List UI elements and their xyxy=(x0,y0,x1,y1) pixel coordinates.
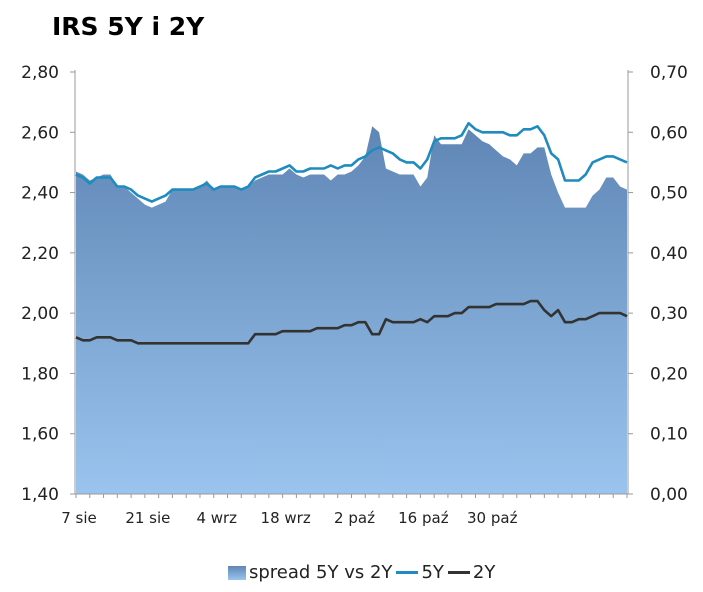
series-line-5y xyxy=(75,121,628,203)
x-tick-label: 30 paź xyxy=(467,509,518,527)
right-tick-label: 0,30 xyxy=(650,304,688,324)
legend-swatch-2y xyxy=(447,571,470,574)
x-tick-label: 21 sie xyxy=(125,509,170,527)
series-line-2y xyxy=(75,299,628,345)
spread-area xyxy=(76,126,627,495)
legend-swatch-spread xyxy=(228,565,246,580)
x-tick-label: 18 wrz xyxy=(261,509,311,527)
left-tick-label: 1,80 xyxy=(21,364,59,384)
right-tick-label: 0,60 xyxy=(650,123,688,143)
legend-label-5y: 5Y xyxy=(421,562,444,583)
left-tick-label: 1,60 xyxy=(21,425,59,445)
x-tick-label: 16 paź xyxy=(398,509,449,527)
right-tick-label: 0,20 xyxy=(650,364,688,384)
legend-swatch-5y xyxy=(396,571,419,574)
x-tick-label: 4 wrz xyxy=(196,509,237,527)
right-tick-label: 0,00 xyxy=(650,485,688,505)
right-tick-label: 0,40 xyxy=(650,244,688,264)
x-tick-label: 7 sie xyxy=(61,509,97,527)
right-tick-label: 0,10 xyxy=(650,425,688,445)
right-tick-label: 0,70 xyxy=(650,63,688,83)
legend-label-2y: 2Y xyxy=(472,562,496,583)
left-tick-label: 2,00 xyxy=(21,304,59,324)
left-tick-label: 2,60 xyxy=(21,123,59,143)
legend: spread 5Y vs 2Y 5Y 2Y xyxy=(228,562,499,583)
right-tick-label: 0,50 xyxy=(650,184,688,204)
legend-label-spread: spread 5Y vs 2Y xyxy=(249,562,393,583)
line-layer xyxy=(75,121,628,345)
left-tick-label: 2,20 xyxy=(21,244,59,264)
left-tick-label: 2,40 xyxy=(21,184,59,204)
legend-item-2y: 2Y xyxy=(447,562,496,583)
axis-layer: 1,40 1,60 1,80 2,00 2,20 2,40 2,60 2,80 0,00 0,10… xyxy=(21,63,688,527)
legend-item-spread: spread 5Y vs 2Y xyxy=(228,562,392,583)
spread-area-layer xyxy=(76,126,627,495)
chart-title: IRS 5Y i 2Y xyxy=(52,12,205,41)
left-tick-label: 1,40 xyxy=(21,485,59,505)
left-tick-label: 2,80 xyxy=(21,63,59,83)
legend-item-5y: 5Y xyxy=(396,562,444,583)
x-tick-label: 2 paź xyxy=(334,509,375,527)
